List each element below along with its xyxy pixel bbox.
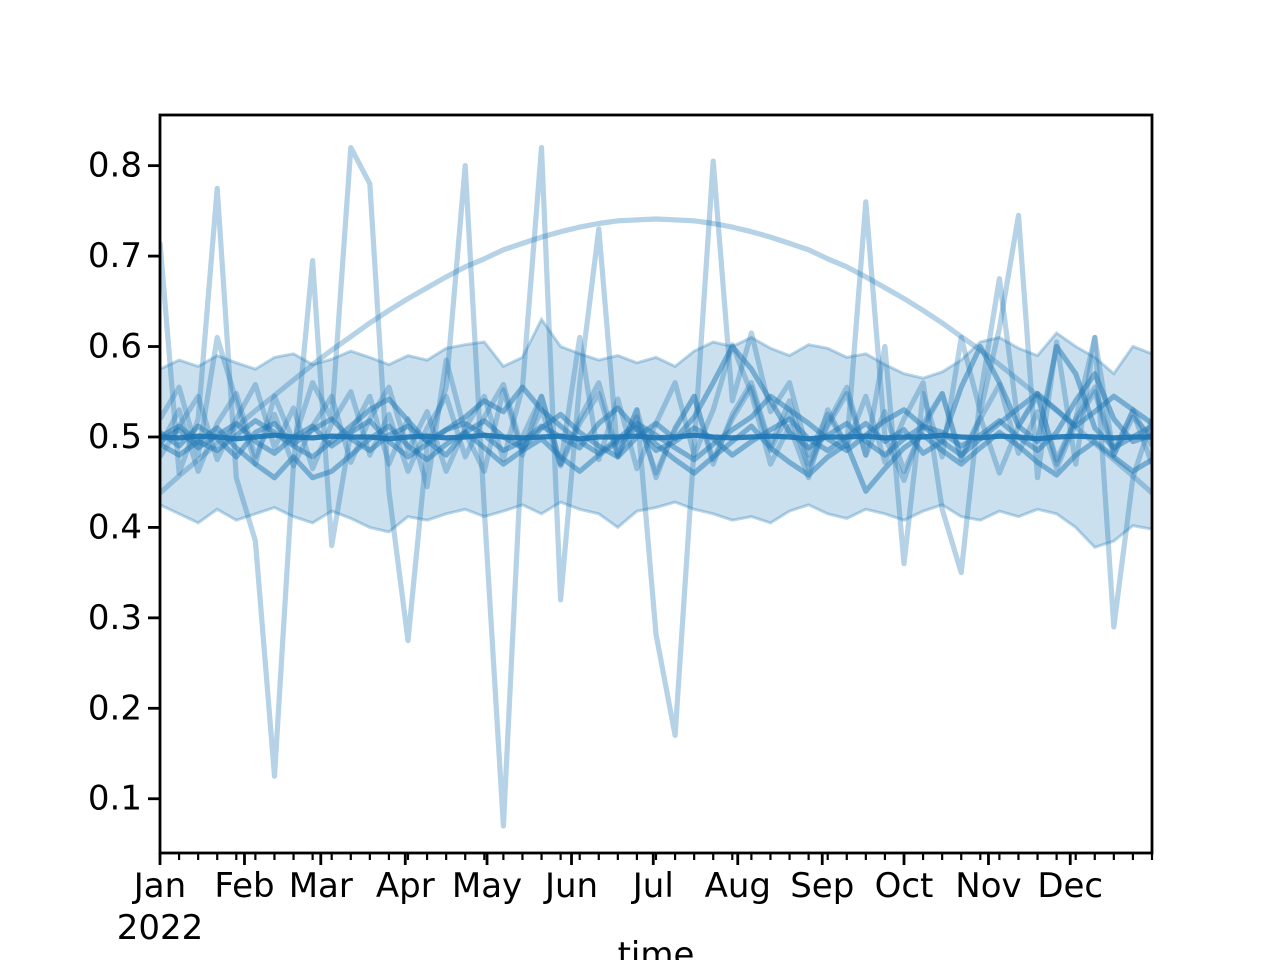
axes-spines: [158, 113, 1154, 855]
y-tick-label: 0.1: [88, 779, 142, 819]
band-upper-edge: [160, 316, 1152, 380]
x-tick-label: Mar: [289, 866, 353, 906]
y-tick-label: 0.5: [88, 417, 142, 457]
y-tick-label: 0.4: [88, 507, 142, 547]
series-line-sample-2: [160, 145, 1152, 829]
y-tick-label: 0.8: [88, 146, 142, 186]
y-tick-label: 0.7: [88, 236, 142, 276]
series-line-mean: [160, 432, 1152, 442]
band-lower-edge: [160, 500, 1152, 550]
x-tick-label: Aug: [705, 866, 771, 906]
y-tick-label: 0.3: [88, 598, 142, 638]
data-layer: [160, 145, 1152, 829]
series-line-sample-7: [160, 423, 1152, 494]
x-tick-label: Jan: [132, 866, 186, 906]
x-tick-label: Dec: [1037, 866, 1103, 906]
x-tick-label: Oct: [875, 866, 934, 906]
x-tick-label: Nov: [955, 866, 1021, 906]
x-tick-label: Apr: [376, 866, 435, 906]
y-tick-label: 0.2: [88, 688, 142, 728]
x-tick-label: Jun: [543, 866, 598, 906]
series-line-sample-6: [160, 343, 1152, 460]
y-tick-label: 0.6: [88, 327, 142, 367]
x-tick-label: Sep: [790, 866, 854, 906]
x-tick-label: Feb: [214, 866, 274, 906]
x-tick-label: May: [452, 866, 522, 906]
x-tick-year-label: 2022: [117, 908, 204, 948]
series-line-sample-8: [160, 384, 1152, 463]
x-tick-label: Jul: [631, 866, 674, 906]
x-axis-title: time: [618, 935, 695, 960]
